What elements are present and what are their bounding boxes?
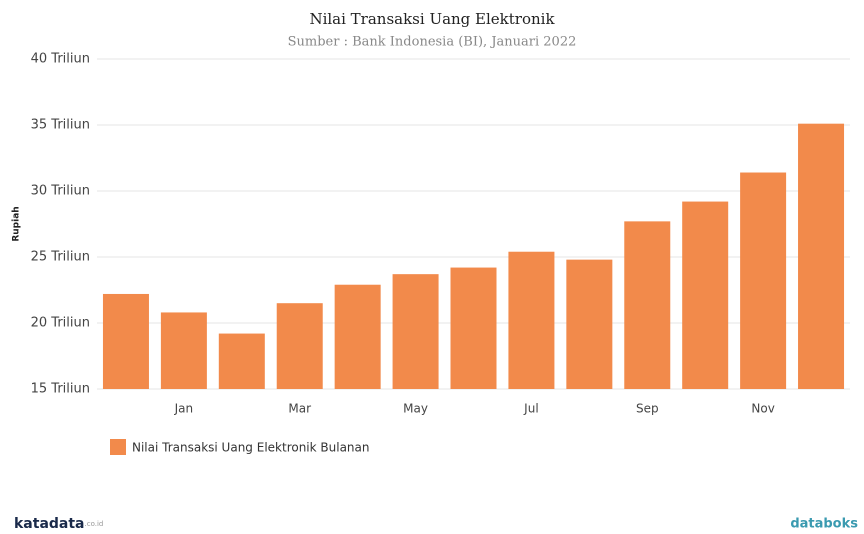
x-tick-label: Jan	[174, 402, 194, 416]
bar	[682, 201, 729, 389]
brand-left: katadata.co.id	[14, 516, 103, 532]
x-tick-label: Mar	[288, 402, 311, 416]
y-tick-label: 35 Triliun	[31, 118, 90, 133]
x-tick-label: Nov	[751, 402, 774, 416]
bar	[218, 333, 265, 389]
bar	[508, 251, 555, 389]
x-tick-label: Jul	[523, 402, 538, 416]
y-tick-label: 20 Triliun	[31, 316, 90, 331]
bar	[276, 303, 323, 389]
chart-title: Nilai Transaksi Uang Elektronik	[309, 10, 555, 28]
x-tick-label: May	[403, 402, 428, 416]
y-tick-label: 25 Triliun	[31, 250, 90, 265]
brand-left-suffix: .co.id	[85, 520, 104, 528]
legend-label: Nilai Transaksi Uang Elektronik Bulanan	[132, 441, 370, 455]
bar	[624, 221, 671, 389]
bar	[160, 312, 207, 389]
bar	[392, 274, 439, 389]
bar	[334, 284, 381, 389]
legend-swatch	[110, 439, 126, 455]
brand-right: databoks	[790, 517, 858, 532]
bar	[566, 259, 613, 389]
y-tick-label: 15 Triliun	[31, 382, 90, 397]
chart-subtitle: Sumber : Bank Indonesia (BI), Januari 20…	[288, 35, 577, 50]
bar	[740, 172, 787, 389]
bar	[450, 267, 497, 389]
bar	[798, 123, 845, 390]
brand-left-name: katadata	[14, 516, 85, 532]
bar	[102, 293, 149, 389]
y-axis-label: Rupiah	[12, 206, 22, 241]
x-tick-label: Sep	[636, 402, 659, 416]
y-tick-label: 40 Triliun	[31, 52, 90, 67]
y-tick-label: 30 Triliun	[31, 184, 90, 199]
